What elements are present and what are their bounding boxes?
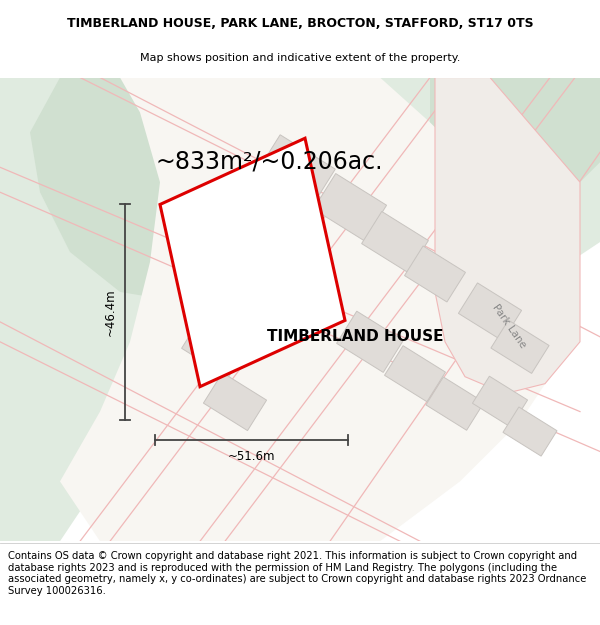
Text: Map shows position and indicative extent of the property.: Map shows position and indicative extent… <box>140 53 460 63</box>
Polygon shape <box>203 372 266 431</box>
Polygon shape <box>458 283 521 341</box>
Text: Park Lane: Park Lane <box>490 302 527 350</box>
Polygon shape <box>503 407 557 456</box>
Polygon shape <box>313 174 386 241</box>
Polygon shape <box>385 346 445 402</box>
Polygon shape <box>0 78 230 541</box>
Text: ~833m²/~0.206ac.: ~833m²/~0.206ac. <box>155 149 383 173</box>
Polygon shape <box>426 377 484 430</box>
Polygon shape <box>182 316 248 378</box>
Polygon shape <box>223 278 296 346</box>
Text: TIMBERLAND HOUSE: TIMBERLAND HOUSE <box>267 329 443 344</box>
Text: TIMBERLAND HOUSE, PARK LANE, BROCTON, STAFFORD, ST17 0TS: TIMBERLAND HOUSE, PARK LANE, BROCTON, ST… <box>67 17 533 30</box>
Text: ~46.4m: ~46.4m <box>104 288 117 336</box>
Polygon shape <box>430 78 600 212</box>
Polygon shape <box>435 78 580 394</box>
Polygon shape <box>404 246 466 302</box>
Polygon shape <box>160 138 345 387</box>
Polygon shape <box>472 376 527 427</box>
Polygon shape <box>30 78 310 302</box>
Polygon shape <box>255 135 335 210</box>
Polygon shape <box>60 78 560 541</box>
Polygon shape <box>370 78 600 282</box>
Polygon shape <box>362 211 428 272</box>
Polygon shape <box>337 311 403 372</box>
Polygon shape <box>491 320 549 373</box>
Text: Contains OS data © Crown copyright and database right 2021. This information is : Contains OS data © Crown copyright and d… <box>8 551 586 596</box>
Text: ~51.6m: ~51.6m <box>228 449 275 462</box>
